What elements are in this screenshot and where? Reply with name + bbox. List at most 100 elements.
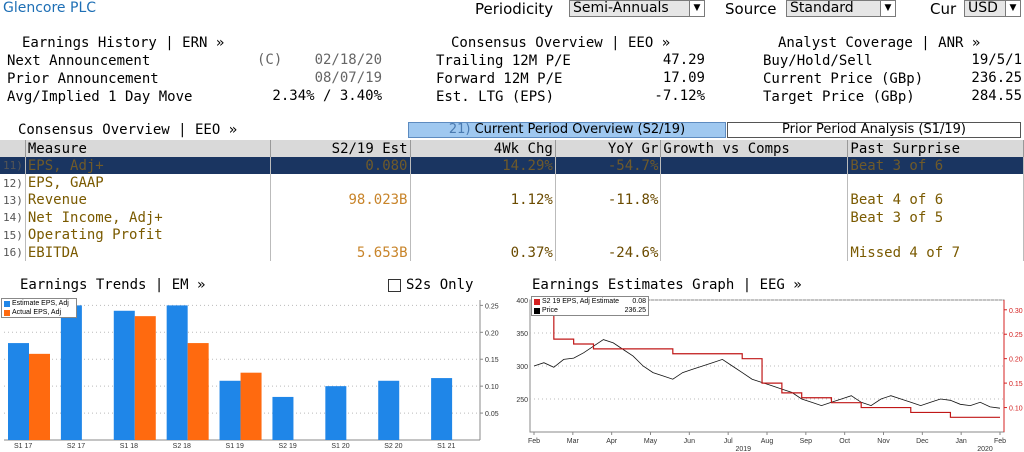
yoy-growth: [555, 226, 662, 244]
earnings-estimates-link[interactable]: Earnings Estimates Graph | EEG »: [532, 277, 802, 293]
yoy-growth: [555, 174, 662, 192]
legend-item-actual: Actual EPS, Adj: [2, 308, 76, 317]
col-est[interactable]: S2/19 Est: [270, 140, 411, 157]
four-week-change: [410, 226, 556, 244]
past-surprise: [847, 226, 1024, 244]
year-label: 2019: [736, 446, 752, 452]
periodicity-dropdown[interactable]: Semi-Annuals ▼: [569, 0, 705, 17]
next-announcement-label: Next Announcement: [7, 53, 151, 69]
yoy-growth: -54.7%: [555, 157, 662, 175]
price-line: [533, 339, 1001, 409]
y-tick-label: 0.15: [485, 357, 499, 364]
col-yoy[interactable]: YoY Gr: [555, 140, 662, 157]
table-row[interactable]: 12) EPS, GAAP: [0, 174, 1024, 192]
growth-vs-comps: [660, 243, 849, 262]
left-tick-label: 300: [516, 364, 528, 371]
x-tick-label: Nov: [877, 438, 890, 445]
four-week-change: 14.29%: [410, 157, 556, 175]
x-tick-label: May: [644, 438, 658, 445]
legend-estimate-label: S2 19 EPS, Adj Estimate: [542, 298, 620, 305]
row-number: 13): [0, 191, 26, 210]
y-tick-label: 0.05: [485, 411, 499, 418]
move-value: 2.34% / 3.40%: [272, 88, 382, 104]
x-tick-label: S2 19: [278, 443, 296, 450]
analyst-coverage-link[interactable]: Analyst Coverage | ANR »: [778, 35, 981, 51]
left-tick-label: 400: [516, 298, 528, 305]
past-surprise: Beat 3 of 5: [847, 209, 1024, 227]
earnings-trends-chart: 0.25 0.20 0.15 0.10 0.05 S1 17 S2 17 S1 18 S2 18…: [4, 300, 499, 450]
chevron-down-icon[interactable]: ▼: [880, 1, 895, 16]
price-swatch: [534, 307, 540, 314]
y-tick-label: 0.20: [485, 330, 499, 337]
earnings-history-panel: Earnings History | ERN » Next Announceme…: [7, 34, 382, 106]
top-bar: Glencore PLC Periodicity Semi-Annuals ▼ …: [0, 0, 1024, 20]
x-tick-label: Feb: [994, 438, 1006, 445]
forward-pe-value: 17.09: [662, 70, 705, 86]
col-4wk[interactable]: 4Wk Chg: [410, 140, 556, 157]
growth-vs-comps: [660, 174, 849, 192]
x-tick-label: S1 20: [331, 443, 349, 450]
measure-name: EPS, GAAP: [27, 175, 104, 192]
legend-item-price: Price 236.25: [532, 306, 648, 315]
table-row[interactable]: 15) Operating Profit: [0, 226, 1024, 244]
prior-announcement-value: 08/07/19: [314, 70, 382, 86]
earnings-history-link[interactable]: Earnings History | ERN »: [22, 35, 225, 51]
growth-vs-comps: [660, 191, 849, 210]
s2s-only-checkbox[interactable]: [388, 279, 401, 292]
left-tick-label: 350: [516, 331, 528, 338]
col-measure[interactable]: Measure: [25, 140, 272, 157]
tab-current-period[interactable]: 21) Current Period Overview (S2/19): [408, 122, 726, 138]
periodicity-label: Periodicity: [475, 0, 554, 18]
consensus-link[interactable]: Consensus Overview | EEO »: [451, 35, 671, 51]
table-row[interactable]: 16) EBITDA 5.653B 0.37% -24.6% Missed 4 …: [0, 243, 1024, 262]
measure-name: Net Income, Adj+: [27, 209, 163, 226]
right-tick-label: 0.30: [1009, 308, 1023, 315]
x-tick-label: S1 19: [226, 443, 244, 450]
estimate-swatch: [4, 300, 10, 307]
target-price-label: Target Price (GBp): [763, 89, 915, 105]
consensus-section-link[interactable]: Consensus Overview | EEO »: [18, 122, 238, 138]
legend-price-value: 236.25: [624, 307, 646, 314]
col-surprise[interactable]: Past Surprise: [847, 140, 1024, 157]
forward-pe-label: Forward 12M P/E: [436, 71, 563, 87]
table-row[interactable]: 11) EPS, Adj+ 0.080 14.29% -54.7% Beat 3…: [0, 157, 1024, 175]
chevron-down-icon[interactable]: ▼: [689, 1, 704, 16]
yoy-growth: -24.6%: [555, 243, 662, 262]
legend-price-label: Price: [542, 307, 558, 314]
x-tick-label: Feb: [528, 438, 540, 445]
estimate-line: [553, 296, 1000, 418]
estimate-bar: [219, 380, 241, 440]
right-tick-label: 0.20: [1009, 357, 1023, 364]
chevron-down-icon[interactable]: ▼: [1005, 1, 1020, 16]
estimate-value: 0.080: [270, 157, 411, 175]
table-row[interactable]: 14) Net Income, Adj+ Beat 3 of 5: [0, 209, 1024, 227]
currency-value: USD: [968, 0, 998, 16]
company-title: Glencore PLC: [3, 0, 97, 16]
y-tick-label: 0.25: [485, 303, 499, 310]
estimate-bar: [113, 310, 135, 440]
earnings-estimates-chart: 400 350 300 250 0.30 0.25 0.20 0.15 0.10 Feb Mar Ap…: [516, 296, 1023, 452]
year-label: 2020: [977, 446, 993, 452]
earnings-trends-link[interactable]: Earnings Trends | EM »: [20, 277, 206, 293]
row-number: 16): [0, 243, 26, 262]
bhs-label: Buy/Hold/Sell: [763, 53, 873, 69]
tab-prior-period[interactable]: Prior Period Analysis (S1/19): [727, 122, 1021, 138]
right-tick-label: 0.10: [1009, 406, 1023, 413]
x-tick-label: S2 18: [173, 443, 191, 450]
growth-vs-comps: [660, 226, 849, 244]
source-label: Source: [725, 0, 777, 18]
trends-legend: Estimate EPS, Adj Actual EPS, Adj: [1, 298, 77, 318]
legend-estimate-value: 0.08: [632, 298, 646, 305]
currency-dropdown[interactable]: USD ▼: [964, 0, 1021, 17]
source-dropdown[interactable]: Standard ▼: [786, 0, 896, 17]
x-tick-label: S1 18: [120, 443, 138, 450]
x-tick-label: S1 17: [14, 443, 32, 450]
prior-announcement-label: Prior Announcement: [7, 71, 159, 87]
x-tick-label: Sep: [800, 438, 813, 445]
row-number: 14): [0, 209, 26, 227]
x-tick-label: Apr: [606, 438, 618, 445]
estimate-bar: [60, 305, 82, 440]
table-row[interactable]: 13) Revenue 98.023B 1.12% -11.8% Beat 4 …: [0, 191, 1024, 210]
tab-number: 21): [448, 122, 471, 137]
col-growth[interactable]: Growth vs Comps: [660, 140, 849, 157]
